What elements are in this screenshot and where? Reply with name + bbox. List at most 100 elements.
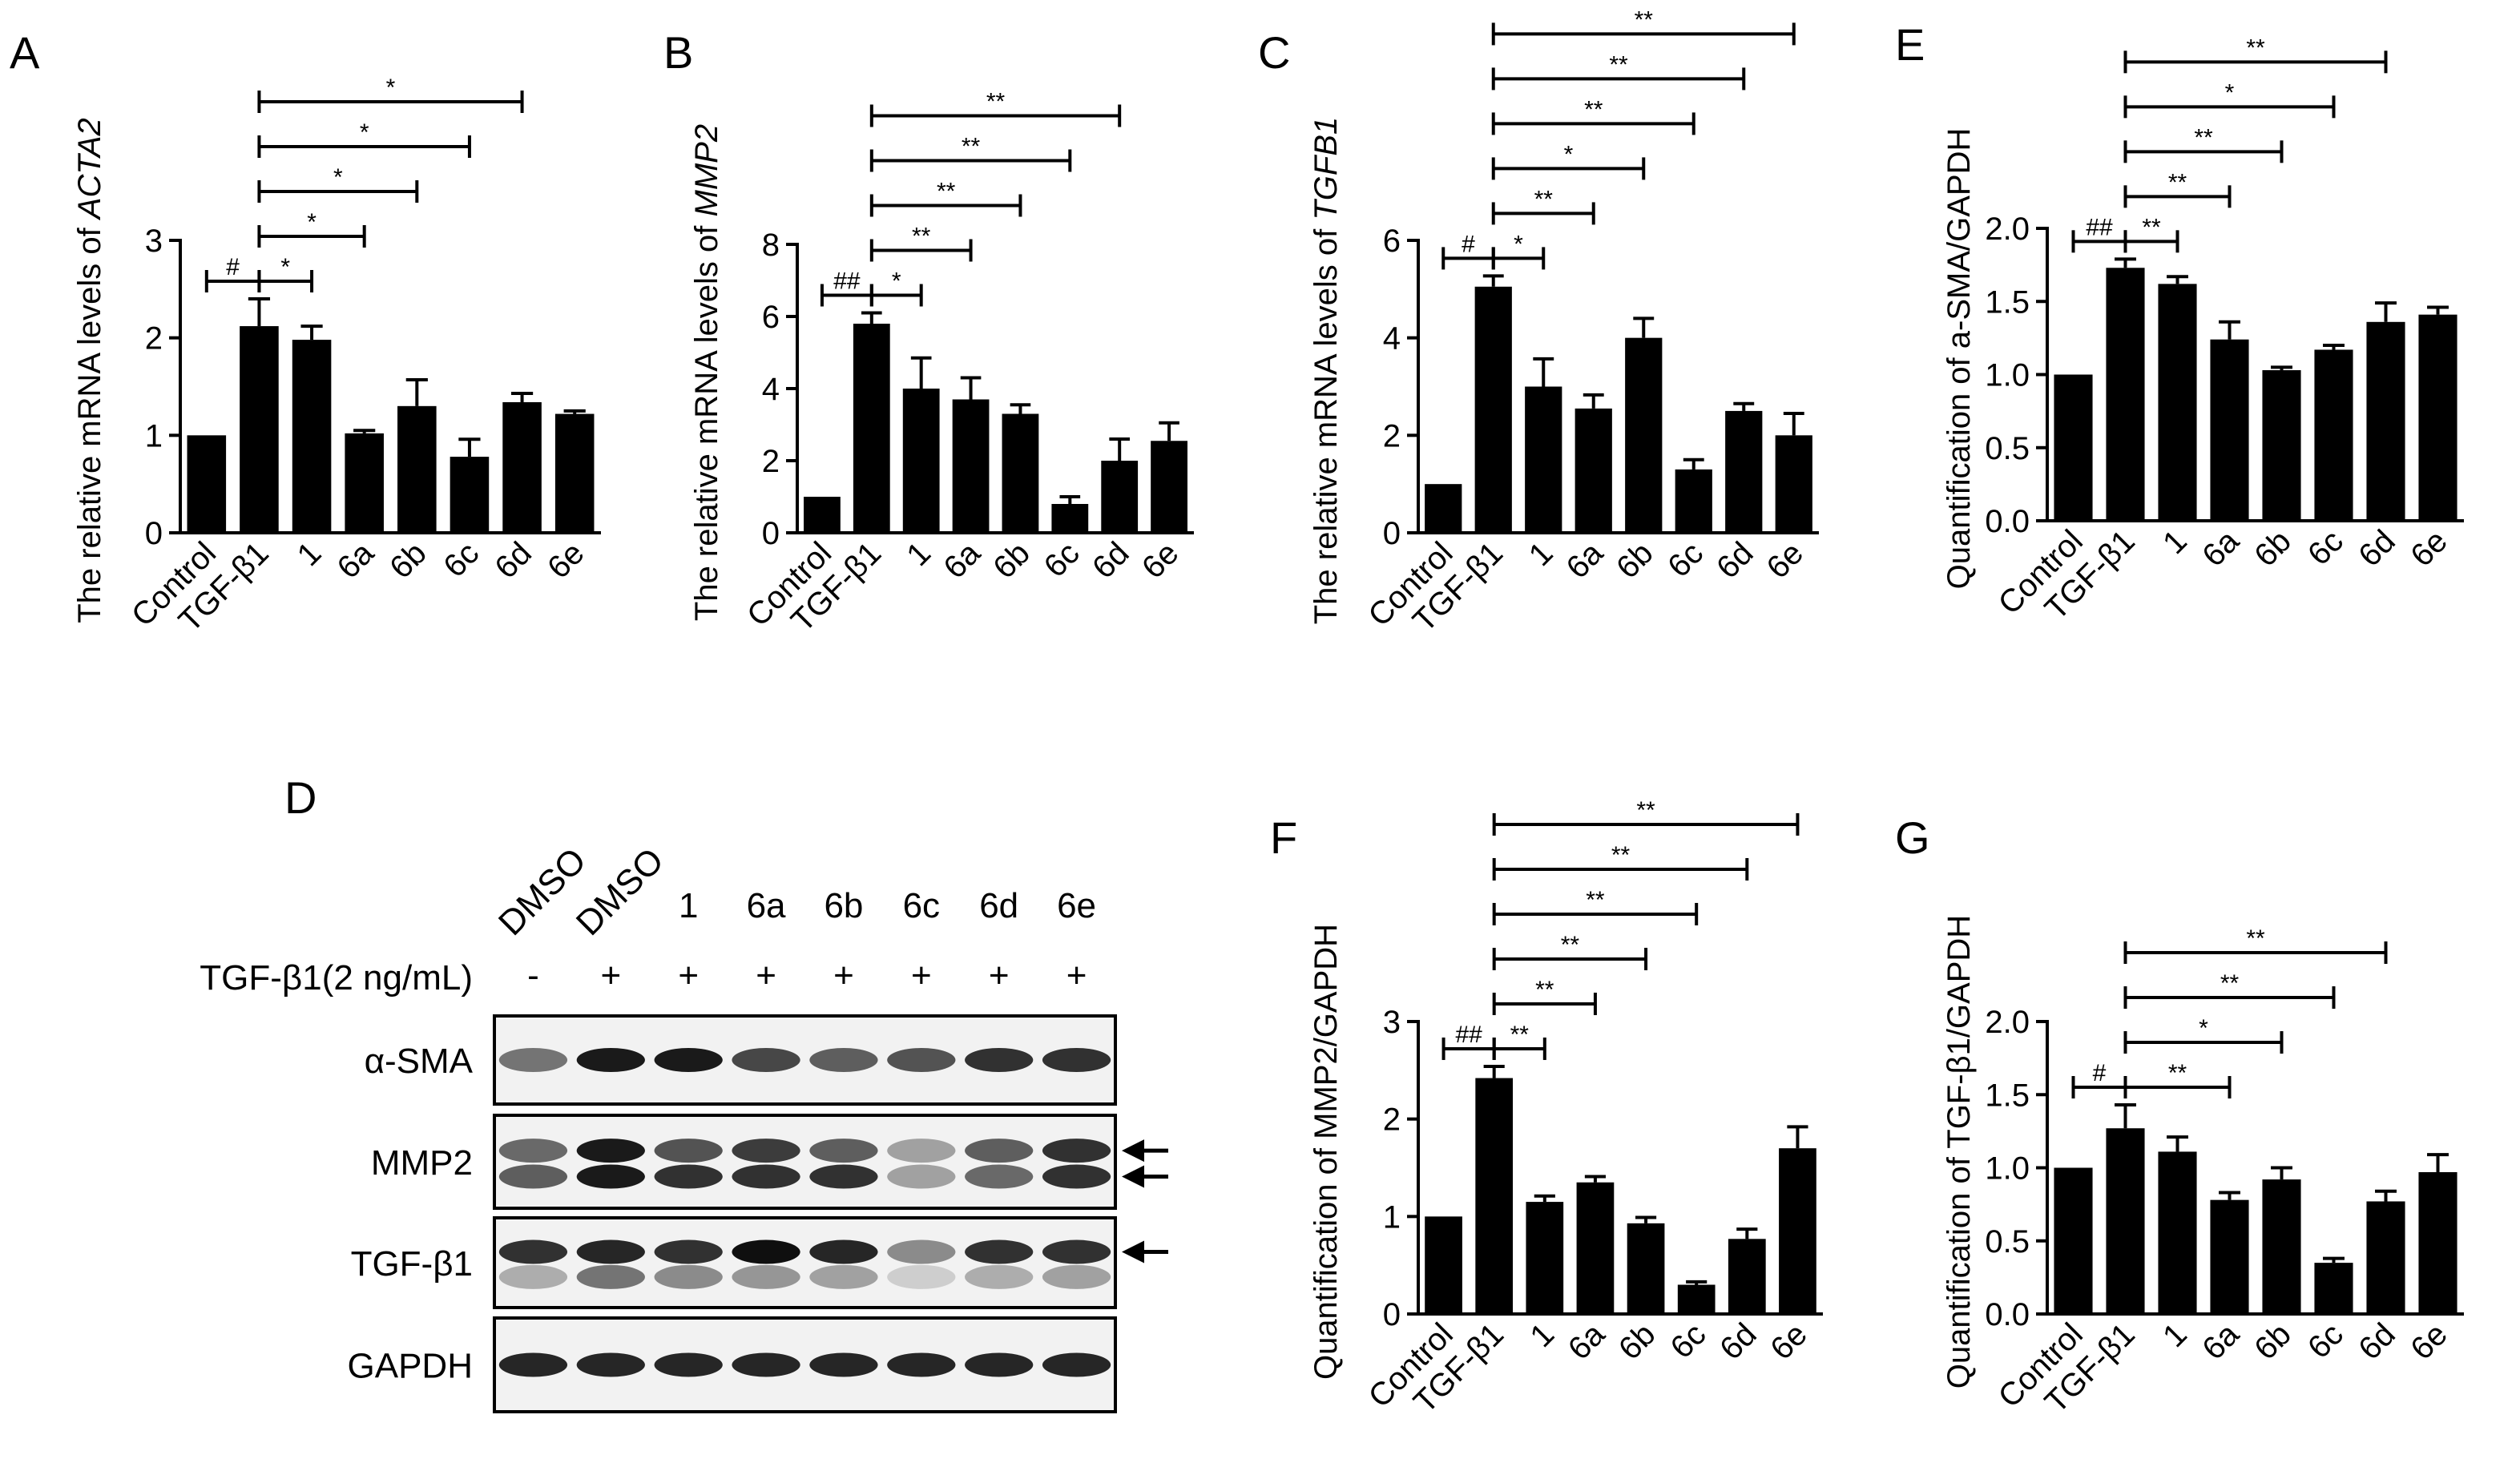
bar [2418,1171,2458,1314]
bar [1728,1239,1766,1314]
blot-band [809,1139,878,1163]
y-tick-label: 1 [145,418,163,453]
bar [2366,1201,2405,1314]
significance-label: ** [1561,932,1580,958]
x-tick-label: 6a [1560,535,1611,586]
blot-strip [493,1114,1117,1210]
blot-band [1042,1239,1111,1264]
y-tick-label: 3 [145,224,163,259]
x-tick-label: 6c [2301,523,2350,572]
x-tick-label: 1 [1522,535,1560,573]
bar [1002,413,1039,533]
bar [1151,441,1187,533]
significance-label: ## [1455,1022,1482,1048]
y-tick-label: 0.5 [1985,431,2030,466]
bar [853,324,890,533]
y-tick-label: 0 [1383,516,1401,551]
y-tick-label: 1.5 [1985,284,2030,320]
significance-label: # [1462,231,1475,257]
blot-band [732,1264,800,1289]
arrow-icon [1122,1165,1168,1188]
x-tick-label: 6c [1664,1316,1713,1365]
bar [952,399,990,533]
treatment-label: TGF-β1(2 ng/mL) [200,958,473,998]
arrow-head [1122,1139,1144,1163]
bar [2314,349,2353,521]
protein-label: TGF-β1 [351,1244,473,1284]
bar [2262,1179,2301,1314]
lane-label: DMSO [491,840,594,943]
significance-label: ** [2220,970,2240,997]
bar [1675,469,1712,533]
bar [554,413,595,533]
bar [292,340,332,533]
significance-label: * [333,164,343,191]
blot-band [809,1048,878,1072]
y-tick-label: 6 [762,300,780,335]
y-axis-label: The relative mRNA levels of ACTA2 [72,118,107,623]
significance-label: * [892,268,901,295]
significance-label: ** [986,89,1006,115]
y-tick-label: 2 [1383,418,1401,453]
significance-label: ** [962,134,981,160]
significance-label: ** [912,224,931,250]
x-tick-label: 6e [2404,523,2454,574]
x-tick-label: 6c [1661,535,1710,584]
bar [2054,1167,2093,1314]
treatment-sign: + [756,956,776,995]
y-axis-label-gene: ACTA2 [72,118,107,220]
blot-band [732,1139,800,1163]
x-tick-label: 6a [937,535,987,586]
bar [2210,339,2249,521]
x-tick-label: 6b [1610,535,1660,586]
blot-band [887,1239,956,1264]
blot-band [654,1264,723,1289]
bar [1576,1182,1615,1314]
blot-band [576,1239,645,1264]
y-axis-label: The relative mRNA levels of TGFB1 [1308,117,1344,625]
blot-band [498,1352,568,1377]
x-tick-label: 6c [2301,1316,2350,1365]
bar [1779,1148,1816,1314]
lane-label: DMSO [569,840,671,943]
blot-band [887,1352,956,1377]
x-tick-label: 6d [1086,535,1136,586]
arrow-head [1122,1240,1144,1264]
bar [1051,504,1089,533]
blot-band [1042,1139,1111,1163]
blot-band [498,1164,568,1189]
significance-label: ** [1611,842,1631,869]
y-tick-label: 0 [762,516,780,551]
blot-band [732,1239,800,1264]
y-axis-label: Quantification of a-SMA/GAPDH [1941,128,1977,590]
blot-band [654,1139,723,1163]
arrow-head [1122,1165,1144,1188]
lane-label: 6e [1057,886,1096,925]
significance-label: ** [2194,124,2213,151]
blot-band [498,1264,568,1289]
significance-label: * [386,75,396,101]
treatment-sign: + [833,956,854,995]
bar [345,433,384,533]
blot-band [965,1239,1034,1264]
significance-label: ** [1635,6,1654,33]
bar [1677,1284,1716,1314]
bar [902,389,940,533]
bar [2106,268,2145,521]
x-tick-label: 6e [2404,1316,2454,1367]
blot-band [965,1264,1034,1289]
blot-band [1042,1164,1111,1189]
treatment-sign: + [911,956,932,995]
blot-band [654,1239,723,1264]
x-tick-label: 1 [1523,1316,1561,1354]
blot-band [887,1164,956,1189]
x-tick-label: 6d [488,535,538,586]
blot-band [1042,1048,1111,1072]
significance-label: ** [1636,797,1655,824]
x-tick-label: 6e [1135,535,1186,586]
y-tick-label: 0 [145,516,163,551]
panel-letter-a: A [10,27,40,78]
significance-label: # [2093,1060,2107,1086]
